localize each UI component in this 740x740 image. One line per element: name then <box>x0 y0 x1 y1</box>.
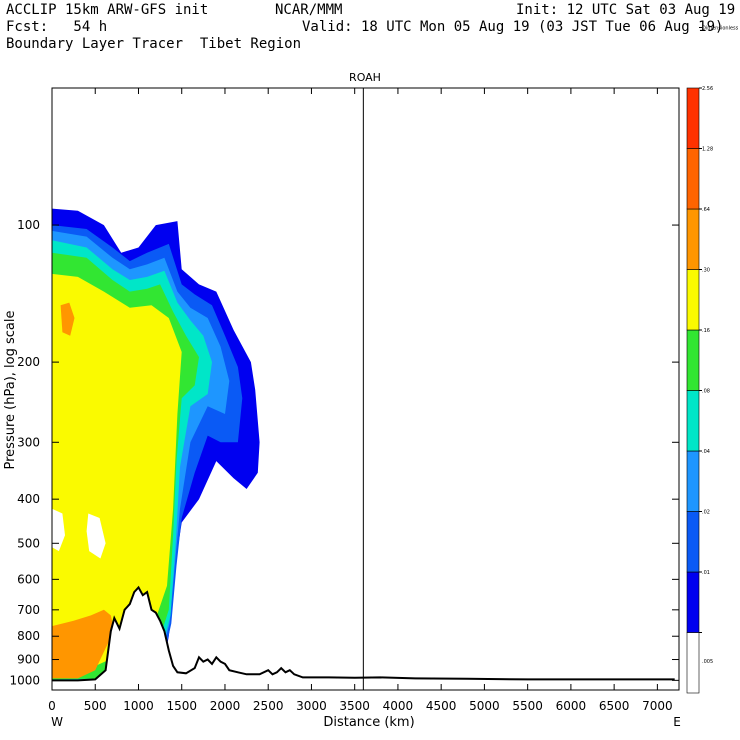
colorbar-swatch <box>686 511 700 573</box>
x-tick-label: 7000 <box>642 699 673 713</box>
colorbar-label: .30 <box>702 268 710 274</box>
colorbar-swatch <box>686 571 700 633</box>
y-tick-label: 200 <box>17 355 40 369</box>
valid-time: Valid: 18 UTC Mon 05 Aug 19 (03 JST Tue … <box>302 19 724 35</box>
colorbar-label: .005 <box>702 659 713 665</box>
tracer-field <box>52 88 675 690</box>
y-tick-label: 400 <box>17 492 40 506</box>
y-tick-label: 500 <box>17 536 40 550</box>
colorbar-label: .04 <box>702 449 710 455</box>
colorbar-label: 2.56 <box>702 86 713 92</box>
colorbar-label: 1.28 <box>702 147 713 153</box>
x-tick-label: 0 <box>48 699 56 713</box>
below-terrain-mask <box>52 587 675 690</box>
plot-frame <box>51 87 680 691</box>
low-tracer-region-0 <box>86 513 106 559</box>
x-end-label: E <box>673 715 681 729</box>
x-axis-label: Distance (km) <box>323 715 414 730</box>
colorbar-label: .02 <box>702 510 710 516</box>
y-tick-label: 900 <box>17 653 40 667</box>
x-tick-label: 5500 <box>512 699 543 713</box>
x-tick-label: 2000 <box>210 699 241 713</box>
x-tick-label: 4500 <box>426 699 457 713</box>
y-tick-label: 100 <box>17 218 40 232</box>
colorbar-swatch <box>686 269 700 331</box>
colorbar-swatch <box>686 329 700 391</box>
tracer-contour-c64-6 <box>52 609 115 679</box>
colorbar-label: .08 <box>702 389 710 395</box>
colorbar-label: .01 <box>702 570 710 576</box>
product-title: Boundary Layer Tracer Tibet Region <box>6 36 302 52</box>
x-tick-label: 1500 <box>166 699 197 713</box>
colorbar-swatch <box>686 450 700 512</box>
x-tick-label: 3500 <box>339 699 370 713</box>
x-tick-label: 1000 <box>123 699 154 713</box>
low-tracer-region-1 <box>52 508 65 552</box>
init-time: Init: 12 UTC Sat 03 Aug 19 <box>516 2 736 18</box>
terrain-line <box>52 585 675 682</box>
forecast-hour: Fcst: 54 h <box>6 19 108 35</box>
x-tick-label: 500 <box>84 699 107 713</box>
model-title: ACCLIP 15km ARW-GFS init <box>6 2 209 18</box>
institution-label: NCAR/MMM <box>275 2 343 18</box>
colorbar-swatch <box>686 148 700 210</box>
x-axis: 0 500 1000 1500 2000 2500 3000 3500 4000 4500 5000… <box>48 88 673 713</box>
colorbar-label: .64 <box>702 207 710 213</box>
colorbar-label: .16 <box>702 328 710 334</box>
x-start-label: W <box>51 715 63 729</box>
y-tick-label: 300 <box>17 435 40 449</box>
y-tick-label: 600 <box>17 572 40 586</box>
x-tick-label: 4000 <box>383 699 414 713</box>
colorbar-swatch <box>686 208 700 270</box>
x-tick-label: 6000 <box>556 699 587 713</box>
colorbar-swatch <box>686 87 700 149</box>
x-tick-label: 2500 <box>253 699 284 713</box>
x-tick-label: 3000 <box>296 699 327 713</box>
colorbar: .005 .01 .02 .04 .08 .16 .30 .64 1.28 2.56 Dimensi… <box>686 26 739 694</box>
colorbar-label: Dimensionless <box>702 26 739 32</box>
y-tick-label: 1000 <box>9 673 40 687</box>
y-axis: 100 200 300 400 500 600 700 800 900 1000 <box>9 218 679 687</box>
y-tick-label: 800 <box>17 629 40 643</box>
tracer-contour-c30-5 <box>52 273 182 671</box>
chart-title: ROAH <box>349 71 381 84</box>
x-tick-label: 6500 <box>599 699 630 713</box>
y-axis-label: Pressure (hPa), log scale <box>3 311 18 470</box>
colorbar-swatch <box>686 390 700 452</box>
tracer-contour-c64-7 <box>60 302 75 336</box>
colorbar-swatch <box>686 632 700 694</box>
y-tick-label: 700 <box>17 603 40 617</box>
x-tick-label: 5000 <box>469 699 500 713</box>
